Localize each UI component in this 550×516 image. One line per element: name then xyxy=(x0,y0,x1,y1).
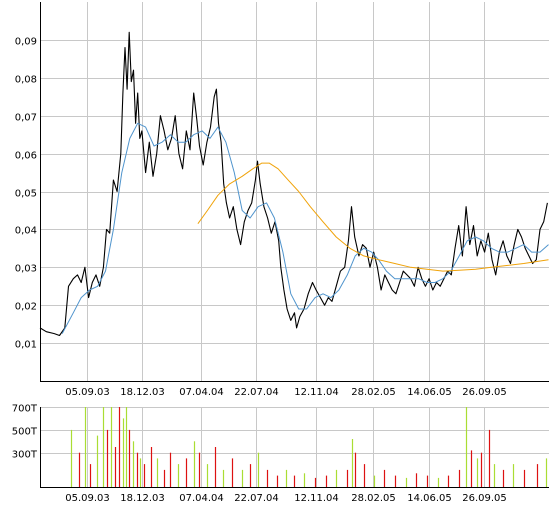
volume-panel: 300T 500T 700T 05.09.03 18.12.03 07.04.04 22.0… xyxy=(12,404,549,504)
volume-x-tick-label: 22.07.04 xyxy=(234,493,279,504)
volume-y-tick-label: 700T xyxy=(12,404,38,415)
price-y-tick-label: 0,07 xyxy=(15,113,37,124)
price-series-2-line xyxy=(197,162,549,272)
price-y-tick-label: 0,05 xyxy=(15,189,37,200)
price-x-tick-label: 18.12.03 xyxy=(120,387,165,398)
price-y-tick-label: 0,02 xyxy=(15,302,37,313)
volume-x-tick-label: 26.09.05 xyxy=(462,493,507,504)
price-series-0-line xyxy=(39,31,548,337)
volume-x-tick-label: 28.02.05 xyxy=(351,493,396,504)
price-x-tick-label: 14.06.05 xyxy=(407,387,452,398)
price-series-1-line xyxy=(61,122,549,334)
volume-x-tick-label: 14.06.05 xyxy=(407,493,452,504)
volume-x-tick-label: 12.11.04 xyxy=(294,493,339,504)
volume-x-tick-label: 18.12.03 xyxy=(120,493,165,504)
price-x-tick-label: 22.07.04 xyxy=(234,387,279,398)
price-panel: 0,01 0,02 0,03 0,04 0,05 0,06 0,07 0,08 0,09 05.0… xyxy=(15,2,549,398)
price-y-tick-label: 0,03 xyxy=(15,264,37,275)
volume-x-tick-label: 07.04.04 xyxy=(179,493,224,504)
volume-x-tick-label: 05.09.03 xyxy=(65,493,110,504)
price-y-tick-label: 0,08 xyxy=(15,75,37,86)
price-x-tick-label: 07.04.04 xyxy=(179,387,224,398)
price-x-tick-label: 26.09.05 xyxy=(462,387,507,398)
price-y-tick-label: 0,09 xyxy=(15,37,37,48)
volume-y-tick-label: 300T xyxy=(12,450,38,461)
price-y-tick-label: 0,06 xyxy=(15,151,37,162)
price-y-tick-label: 0,01 xyxy=(15,340,37,351)
price-x-tick-label: 05.09.03 xyxy=(65,387,110,398)
price-y-tick-label: 0,04 xyxy=(15,226,37,237)
volume-y-tick-label: 500T xyxy=(12,427,38,438)
price-x-tick-label: 12.11.04 xyxy=(294,387,339,398)
price-x-tick-label: 28.02.05 xyxy=(351,387,396,398)
